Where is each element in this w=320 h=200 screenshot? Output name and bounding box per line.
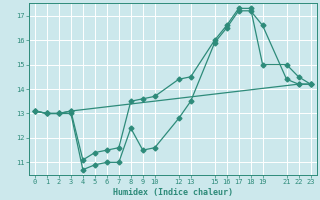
X-axis label: Humidex (Indice chaleur): Humidex (Indice chaleur) <box>113 188 233 197</box>
